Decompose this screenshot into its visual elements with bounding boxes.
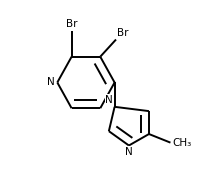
- Text: N: N: [125, 147, 133, 157]
- Text: CH₃: CH₃: [172, 138, 191, 148]
- Text: Br: Br: [66, 20, 77, 29]
- Text: N: N: [47, 78, 55, 87]
- Text: N: N: [106, 95, 113, 105]
- Text: Br: Br: [118, 28, 129, 38]
